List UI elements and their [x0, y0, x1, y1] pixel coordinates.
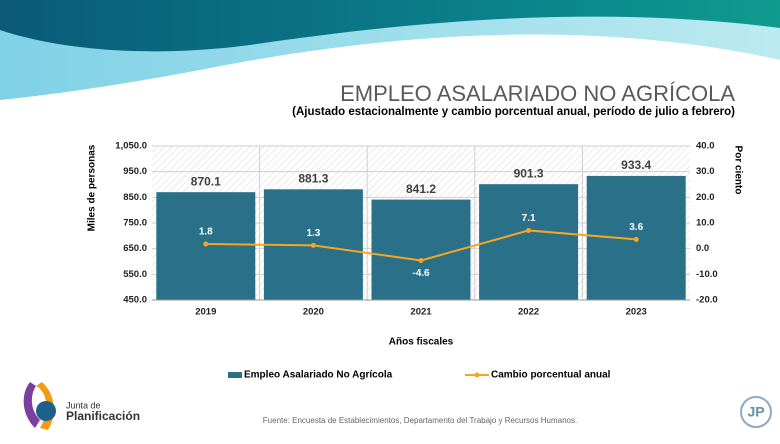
bar-value-label: 870.1: [191, 174, 221, 188]
chart-title: EMPLEO ASALARIADO NO AGRÍCOLA: [340, 81, 735, 106]
y2-tick-label: 10.0: [696, 218, 715, 229]
line-value-label: 1.3: [306, 228, 320, 239]
y-tick-label: 1,050.0: [115, 141, 147, 152]
y2-tick-label: 30.0: [696, 166, 715, 177]
y-tick-label: 850.0: [123, 192, 147, 203]
y-tick-label: 450.0: [123, 295, 147, 306]
y2-tick-label: 0.0: [696, 243, 709, 254]
x-axis-label: Años fiscales: [389, 337, 454, 348]
source-note: Fuente: Encuesta de Establecimientos, De…: [263, 416, 577, 425]
x-tick-label: 2019: [195, 307, 216, 318]
x-tick-label: 2021: [410, 307, 432, 318]
corner-logo-ring: [740, 396, 772, 428]
line-value-label: 7.1: [522, 213, 536, 224]
line-point: [633, 236, 639, 242]
logo-text: Planificación: [66, 409, 140, 423]
y2-tick-label: -20.0: [696, 295, 718, 306]
y-tick-label: 750.0: [123, 218, 147, 229]
bar-value-label: 841.2: [406, 182, 436, 196]
logo-text: Junta de: [66, 400, 101, 410]
line-value-label: 1.8: [199, 227, 213, 238]
y2-tick-label: 40.0: [696, 141, 715, 152]
bar: [479, 184, 579, 300]
legend-label: Empleo Asalariado No Agrícola: [244, 370, 393, 381]
x-tick-label: 2023: [626, 307, 647, 318]
line-point: [310, 242, 316, 248]
y-tick-label: 950.0: [123, 166, 147, 177]
y-tick-label: 550.0: [123, 269, 147, 280]
bar-value-label: 881.3: [298, 171, 328, 185]
line-point: [526, 227, 532, 233]
corner-logo-text: JP: [747, 404, 764, 420]
x-tick-label: 2020: [303, 307, 324, 318]
logo: Junta de Planificación: [23, 382, 140, 430]
bar: [371, 199, 471, 300]
line-point: [203, 241, 209, 247]
legend-swatch: [474, 372, 480, 378]
bar-value-label: 901.3: [514, 166, 544, 180]
y2-tick-label: 20.0: [696, 192, 715, 203]
y-tick-label: 650.0: [123, 243, 147, 254]
x-tick-label: 2022: [518, 307, 539, 318]
header-wave: [0, 0, 780, 52]
legend-swatch: [228, 372, 242, 378]
line-value-label: -4.6: [412, 268, 430, 279]
line-value-label: 3.6: [629, 222, 643, 233]
corner-logo: JP: [740, 396, 772, 428]
y2-tick-label: -10.0: [696, 269, 718, 280]
line-point: [418, 257, 424, 263]
logo-seal: [36, 401, 56, 421]
y2-axis-label: Por ciento: [732, 146, 743, 195]
legend-label: Cambio porcentual anual: [491, 370, 611, 381]
chart-subtitle: (Ajustado estacionalmente y cambio porce…: [292, 106, 735, 118]
logo-shape: [23, 382, 40, 428]
y-axis-label: Miles de personas: [87, 144, 98, 231]
bar-value-label: 933.4: [621, 158, 651, 172]
